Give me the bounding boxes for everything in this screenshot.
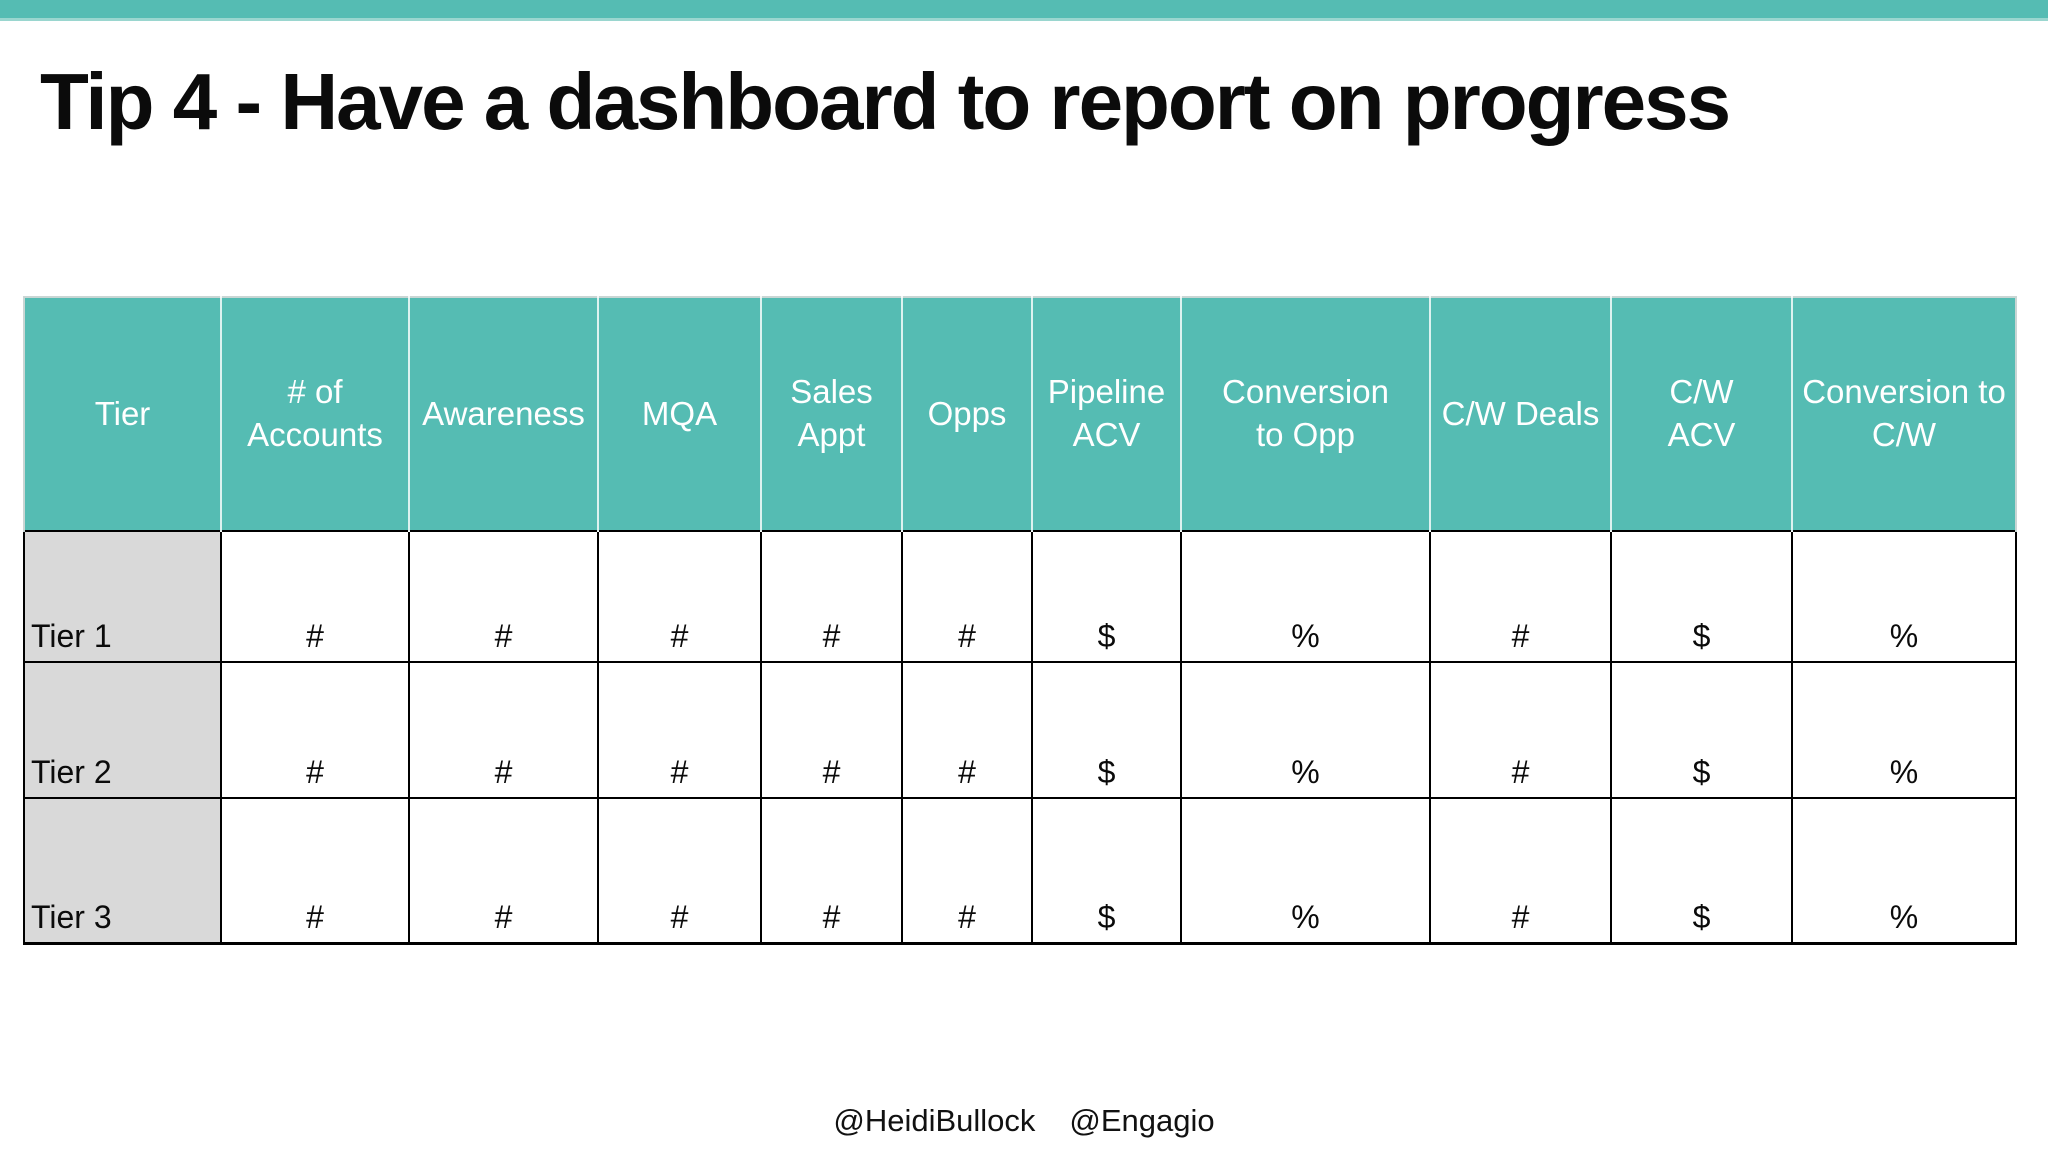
- row-label-tier-1: Tier 1: [23, 530, 222, 663]
- metric-cell: $: [1610, 797, 1793, 945]
- column-header-num-accounts: # of Accounts: [221, 296, 410, 531]
- dashboard-table: Tier # of Accounts Awareness MQA Sales App…: [23, 296, 2017, 945]
- column-header-cw-deals: C/W Deals: [1430, 296, 1612, 531]
- metric-cell: $: [1610, 530, 1793, 663]
- metric-cell: $: [1031, 797, 1182, 945]
- metric-cell: %: [1791, 661, 2017, 799]
- metric-cell: %: [1180, 797, 1431, 945]
- metric-cell: #: [1429, 530, 1612, 663]
- metric-cell: #: [408, 530, 599, 663]
- table-row-tier-3: Tier 3 # # # # # $ % # $ %: [23, 797, 2017, 945]
- footer-handles: @HeidiBullock @Engagio: [0, 1103, 2048, 1139]
- metric-cell: #: [597, 797, 762, 945]
- column-header-mqa: MQA: [598, 296, 762, 531]
- table-header-row: Tier # of Accounts Awareness MQA Sales App…: [23, 296, 2017, 531]
- metric-cell: #: [408, 797, 599, 945]
- column-header-conversion-to-opp: Conversion to Opp: [1181, 296, 1431, 531]
- metric-cell: #: [760, 797, 903, 945]
- metric-cell: #: [760, 530, 903, 663]
- column-header-sales-appt: Sales Appt: [761, 296, 903, 531]
- twitter-handle-heidibullock: @HeidiBullock: [833, 1103, 1036, 1138]
- column-header-cw-acv: C/W ACV: [1611, 296, 1793, 531]
- metric-cell: #: [597, 661, 762, 799]
- column-header-conversion-to-cw: Conversion to C/W: [1792, 296, 2017, 531]
- metric-cell: $: [1610, 661, 1793, 799]
- row-label-tier-2: Tier 2: [23, 661, 222, 799]
- row-label-tier-3: Tier 3: [23, 797, 222, 945]
- column-header-pipeline-acv: Pipeline ACV: [1032, 296, 1182, 531]
- metric-cell: #: [901, 797, 1033, 945]
- metric-cell: #: [220, 797, 410, 945]
- twitter-handle-engagio: @Engagio: [1069, 1103, 1215, 1138]
- metric-cell: #: [220, 530, 410, 663]
- top-accent-bar: [0, 0, 2048, 21]
- metric-cell: #: [901, 661, 1033, 799]
- metric-cell: #: [408, 661, 599, 799]
- table-row-tier-1: Tier 1 # # # # # $ % # $ %: [23, 530, 2017, 663]
- column-header-tier: Tier: [23, 296, 222, 531]
- metric-cell: #: [220, 661, 410, 799]
- metric-cell: $: [1031, 661, 1182, 799]
- table-row-tier-2: Tier 2 # # # # # $ % # $ %: [23, 661, 2017, 799]
- slide-title: Tip 4 - Have a dashboard to report on pr…: [40, 57, 1731, 146]
- metric-cell: %: [1791, 797, 2017, 945]
- metric-cell: #: [1429, 661, 1612, 799]
- metric-cell: $: [1031, 530, 1182, 663]
- column-header-opps: Opps: [902, 296, 1033, 531]
- metric-cell: %: [1180, 530, 1431, 663]
- metric-cell: #: [597, 530, 762, 663]
- metric-cell: #: [1429, 797, 1612, 945]
- metric-cell: #: [901, 530, 1033, 663]
- metric-cell: %: [1180, 661, 1431, 799]
- metric-cell: %: [1791, 530, 2017, 663]
- metric-cell: #: [760, 661, 903, 799]
- column-header-awareness: Awareness: [409, 296, 599, 531]
